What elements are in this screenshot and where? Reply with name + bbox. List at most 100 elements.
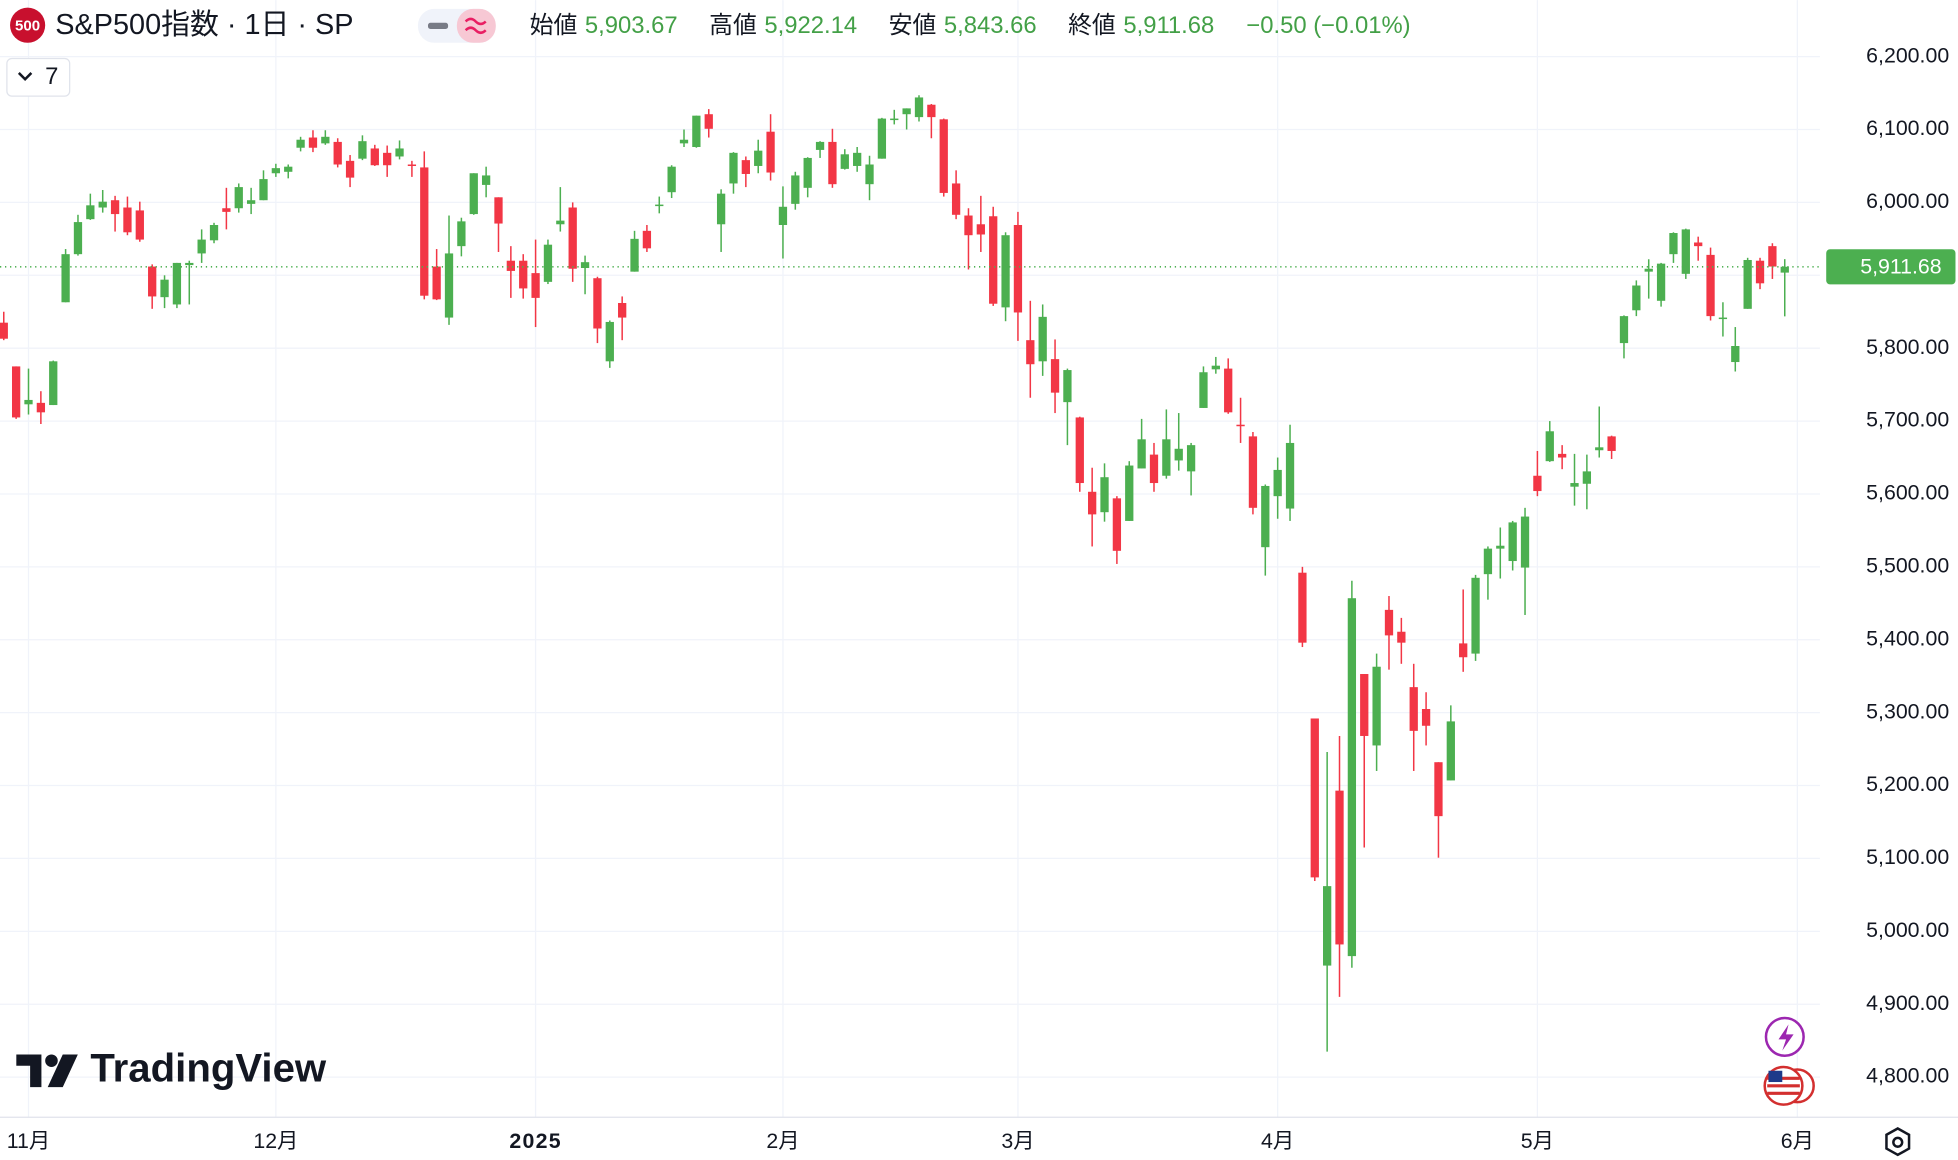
candle-body [716, 193, 726, 225]
candle-body [110, 200, 120, 215]
candle-body [778, 206, 788, 226]
ohlc-value: 5,903.67 [585, 12, 678, 39]
candle-body [506, 260, 515, 271]
y-tick-label: 5,100.00 [1866, 845, 1949, 869]
chevron [17, 72, 33, 81]
candles [0, 95, 1789, 1052]
candle-body [964, 215, 973, 236]
candle-body [1050, 359, 1060, 393]
candle-body [1619, 316, 1629, 344]
candle-body [803, 157, 812, 188]
toggle-icon [427, 22, 449, 29]
candle-body [1755, 260, 1765, 284]
candle-body [73, 222, 83, 255]
candle-body [1224, 368, 1233, 413]
indicator-button[interactable] [6, 57, 71, 97]
candle-body [729, 152, 738, 184]
candle-body [185, 262, 194, 266]
candle-body [123, 207, 132, 233]
flag-canton [1768, 1070, 1783, 1083]
last-price-badge [1826, 249, 1956, 285]
candle-body [444, 253, 454, 318]
candle-body [1471, 577, 1480, 654]
settings-icon[interactable] [1885, 1127, 1911, 1157]
ohlc-label: 始値 [530, 12, 578, 39]
y-tick-label: 6,100.00 [1866, 116, 1949, 140]
candle-body [1434, 762, 1443, 817]
y-tick-label: 5,800.00 [1866, 335, 1949, 359]
candle-body [580, 262, 590, 269]
x-tick-label: 12月 [253, 1129, 298, 1153]
candle-body [1001, 235, 1010, 308]
candle-body [1162, 439, 1171, 476]
candle-body [1718, 317, 1728, 320]
candle-body [853, 152, 862, 166]
candle-body [741, 160, 750, 174]
y-tick-label: 5,300.00 [1866, 699, 1949, 723]
candle-body [1768, 246, 1777, 267]
candle-body [630, 238, 639, 272]
candle-body [481, 175, 491, 185]
y-tick-label: 5,000.00 [1866, 918, 1949, 942]
candle-body [36, 402, 46, 413]
candle-body [296, 139, 305, 148]
x-tick-label: 6月 [1781, 1129, 1814, 1153]
candle-body [1557, 453, 1567, 458]
y-tick-label: 4,900.00 [1866, 991, 1949, 1015]
candle-body [1743, 259, 1752, 309]
candle-body [951, 183, 961, 215]
candle-body [865, 164, 874, 185]
ohlc-label: 安値 [889, 12, 937, 39]
candle-body [86, 205, 95, 220]
x-tick-label: 2025 [509, 1129, 561, 1153]
candle-body [704, 114, 713, 129]
candle-body [1384, 609, 1394, 636]
indicator-count: 7 [45, 63, 58, 90]
candle-body [1632, 285, 1641, 311]
candle-body [172, 262, 182, 305]
symbol-badge-text: 500 [15, 17, 40, 34]
ohlc-label: 高値 [709, 12, 757, 39]
candle-body [370, 148, 379, 166]
candle-body [11, 366, 21, 418]
candle-body [1483, 548, 1493, 575]
candle-body [98, 201, 107, 208]
chart-title[interactable]: S&P500指数 · 1日 · SP [55, 9, 353, 41]
ohlc-value: 5,843.66 [944, 12, 1037, 39]
candle-body [815, 141, 825, 150]
candle-body [1533, 475, 1542, 492]
candle-body [1421, 709, 1431, 726]
candle-body [1112, 498, 1122, 551]
y-tick-label: 6,200.00 [1866, 43, 1949, 67]
ohlc-value: 5,911.68 [1123, 12, 1214, 39]
candle-body [1669, 233, 1678, 255]
candle-body [840, 154, 849, 169]
candle-body [24, 399, 33, 405]
candle-body [197, 239, 206, 254]
candle-body [246, 200, 256, 204]
candle-body [655, 204, 664, 207]
candle-body [791, 175, 800, 204]
symbol-badge [10, 7, 46, 43]
candle-body [1013, 225, 1023, 313]
candle-body [605, 321, 614, 362]
candle-body [531, 273, 540, 298]
candle-body [148, 266, 157, 297]
candle-body [1100, 477, 1109, 513]
candle-body [1595, 447, 1604, 451]
candle-body [1261, 485, 1270, 548]
y-tick-label: 4,800.00 [1866, 1064, 1949, 1088]
candle-body [1236, 424, 1245, 427]
candle-body [1125, 465, 1134, 521]
candle-body [1174, 448, 1183, 461]
tradingview-logo-mark [16, 1054, 78, 1088]
candle-body [234, 187, 243, 209]
candle-body [1088, 491, 1097, 515]
grid [0, 0, 1820, 1118]
candle-body [1149, 454, 1159, 484]
candle-body [902, 108, 911, 115]
candle-body [877, 118, 887, 159]
candle-body [1372, 666, 1381, 746]
candle-body [976, 224, 985, 235]
